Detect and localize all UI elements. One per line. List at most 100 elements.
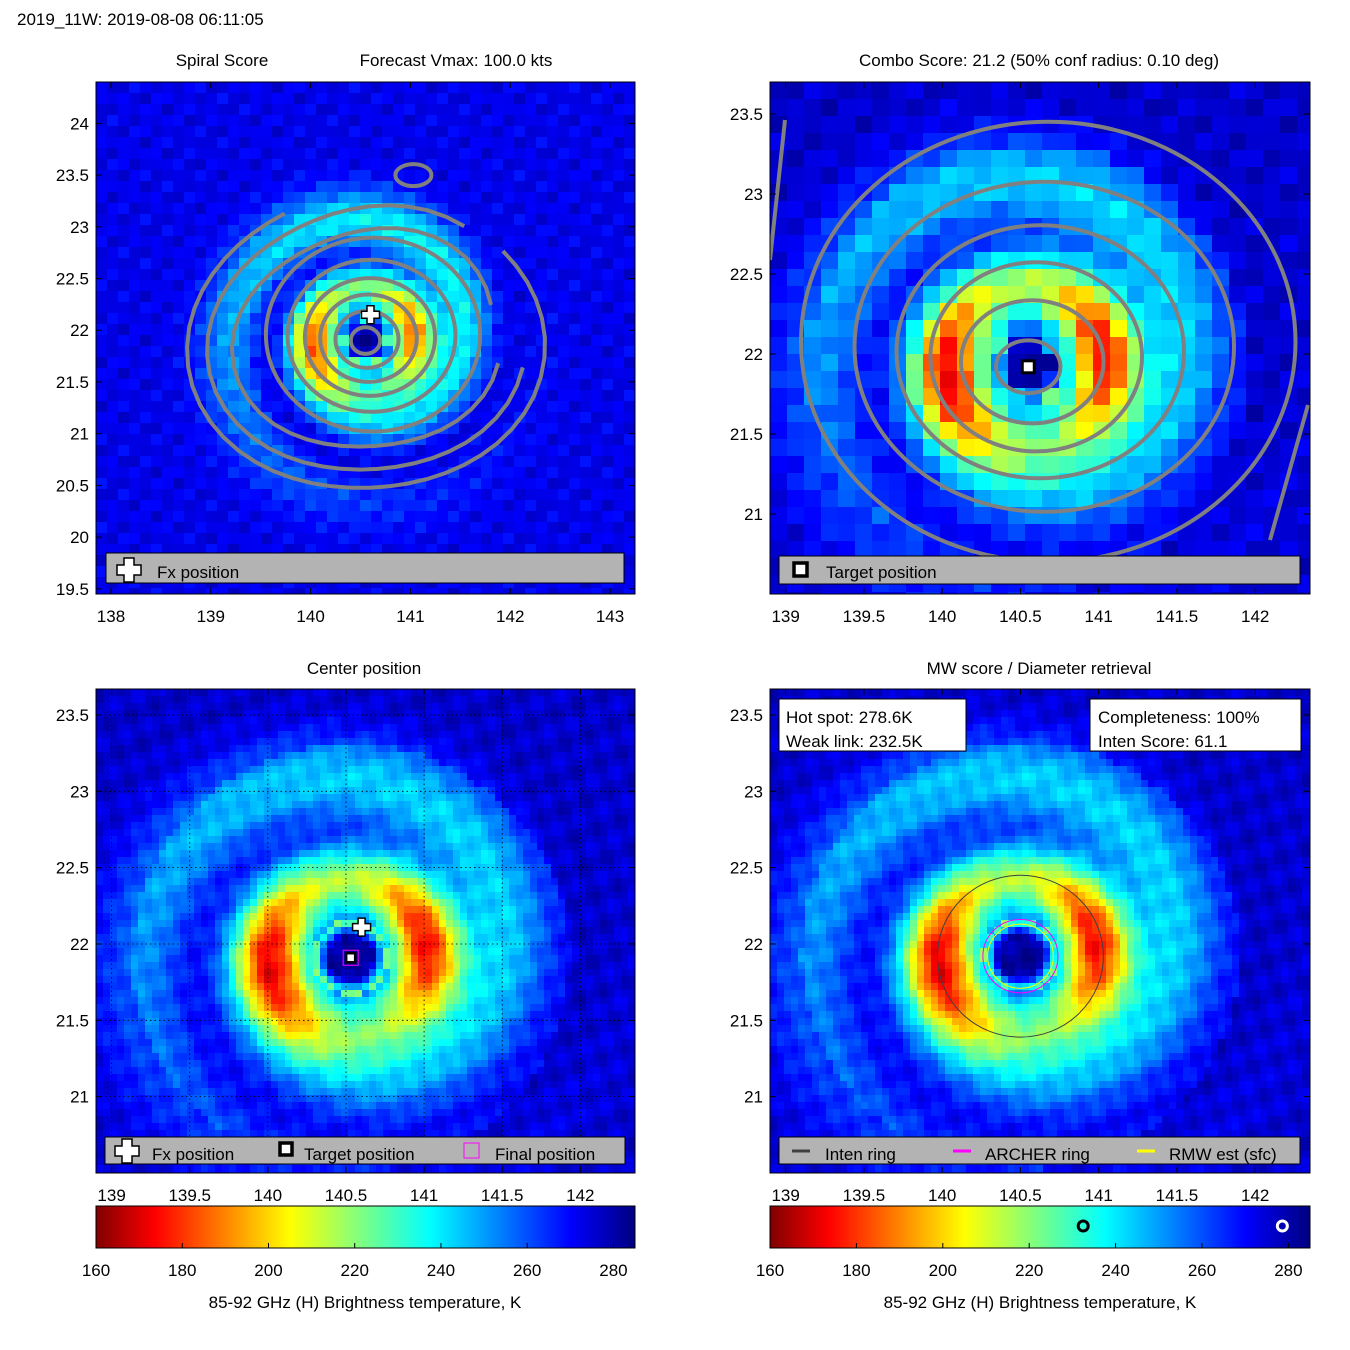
heat-cell bbox=[514, 225, 526, 237]
heat-cell bbox=[96, 203, 108, 215]
heat-cell bbox=[503, 412, 515, 424]
heat-cell bbox=[369, 787, 377, 795]
heat-cell bbox=[613, 478, 625, 490]
heat-cell bbox=[1297, 184, 1310, 202]
heat-cell bbox=[283, 588, 295, 594]
heat-cell bbox=[488, 780, 496, 788]
heat-cell bbox=[338, 247, 350, 259]
heat-cell bbox=[217, 588, 229, 594]
heat-cell bbox=[187, 794, 195, 802]
heat-cell bbox=[607, 689, 615, 697]
heat-cell bbox=[124, 766, 132, 774]
heat-cell bbox=[591, 456, 603, 468]
heat-cell bbox=[371, 181, 383, 193]
heat-cell bbox=[239, 489, 251, 501]
heat-cell bbox=[360, 588, 372, 594]
heat-cell bbox=[283, 368, 295, 380]
heat-cell bbox=[257, 759, 265, 767]
spiral-contour bbox=[285, 257, 458, 414]
heat-cell bbox=[1195, 133, 1213, 151]
heat-cell bbox=[821, 456, 839, 474]
heat-cell bbox=[481, 82, 493, 94]
heat-cell bbox=[184, 456, 196, 468]
heat-cell bbox=[131, 703, 139, 711]
heat-cell bbox=[621, 738, 629, 746]
heat-cell bbox=[558, 346, 570, 358]
heat-cell bbox=[349, 269, 361, 281]
heat-cell bbox=[236, 759, 244, 767]
heat-cell bbox=[460, 703, 468, 711]
heat-cell bbox=[371, 192, 383, 204]
heat-cell bbox=[124, 787, 132, 795]
heat-cell bbox=[250, 115, 262, 127]
heat-cell bbox=[872, 541, 890, 559]
heat-cell bbox=[294, 434, 306, 446]
heat-cell bbox=[536, 137, 548, 149]
heat-cell bbox=[96, 808, 104, 816]
heat-cell bbox=[1178, 388, 1196, 406]
heat-cell bbox=[514, 137, 526, 149]
heat-cell bbox=[162, 203, 174, 215]
heat-cell bbox=[250, 313, 262, 325]
heat-cell bbox=[591, 533, 603, 545]
heat-cell bbox=[96, 724, 104, 732]
heat-cell bbox=[503, 423, 515, 435]
heat-cell bbox=[991, 150, 1009, 168]
heat-cell bbox=[804, 133, 822, 151]
heat-cell bbox=[239, 214, 251, 226]
heat-cell bbox=[166, 759, 174, 767]
heat-cell bbox=[294, 324, 306, 336]
heat-cell bbox=[217, 126, 229, 138]
heat-cell bbox=[393, 104, 405, 116]
heat-cell bbox=[195, 115, 207, 127]
heat-cell bbox=[305, 313, 317, 325]
heat-cell bbox=[103, 808, 111, 816]
heat-cell bbox=[1144, 439, 1162, 457]
heat-cell bbox=[1144, 99, 1162, 117]
heat-cell bbox=[1212, 252, 1230, 270]
heat-cell bbox=[371, 236, 383, 248]
heat-cell bbox=[621, 724, 629, 732]
heat-cell bbox=[162, 159, 174, 171]
heat-cell bbox=[569, 324, 581, 336]
heat-cell bbox=[1263, 388, 1281, 406]
x-tick-label: 140 bbox=[296, 607, 324, 626]
heat-cell bbox=[390, 787, 398, 795]
heat-cell bbox=[369, 794, 377, 802]
heat-cell bbox=[390, 703, 398, 711]
heat-cell bbox=[118, 500, 130, 512]
heat-cell bbox=[129, 467, 141, 479]
heat-cell bbox=[371, 137, 383, 149]
heat-cell bbox=[425, 689, 433, 697]
heat-cell bbox=[460, 808, 468, 816]
heat-cell bbox=[551, 752, 559, 760]
heat-cell bbox=[481, 236, 493, 248]
heat-cell bbox=[271, 794, 279, 802]
heat-cell bbox=[243, 801, 251, 809]
heat-cell bbox=[131, 759, 139, 767]
heat-cell bbox=[558, 787, 566, 795]
heat-cell bbox=[1110, 99, 1128, 117]
heat-cell bbox=[1263, 592, 1281, 594]
heat-cell bbox=[264, 710, 272, 718]
heat-cell bbox=[906, 184, 924, 202]
heat-cell bbox=[151, 203, 163, 215]
heat-cell bbox=[551, 815, 559, 823]
heat-cell bbox=[514, 511, 526, 523]
heat-cell bbox=[1008, 133, 1026, 151]
heat-cell bbox=[991, 82, 1009, 100]
heat-cell bbox=[1246, 388, 1264, 406]
heat-cell bbox=[481, 456, 493, 468]
heat-cell bbox=[371, 544, 383, 556]
heat-cell bbox=[316, 280, 328, 292]
heat-cell bbox=[558, 500, 570, 512]
heat-cell bbox=[459, 115, 471, 127]
heat-cell bbox=[940, 507, 958, 525]
heat-cell bbox=[327, 738, 335, 746]
heat-cell bbox=[404, 82, 416, 94]
heat-cell bbox=[572, 724, 580, 732]
y-tick-label: 21 bbox=[744, 505, 763, 524]
heat-cell bbox=[96, 412, 108, 424]
heat-cell bbox=[383, 780, 391, 788]
y-tick-label: 23.5 bbox=[56, 166, 89, 185]
